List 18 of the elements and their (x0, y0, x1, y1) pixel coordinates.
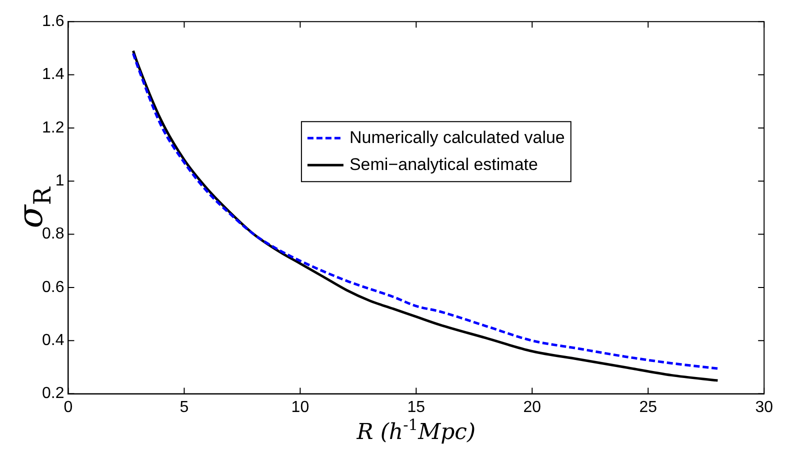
legend-label: Numerically calculated value (349, 128, 565, 147)
x-tick-label: 30 (755, 398, 774, 416)
y-tick-label: 1.4 (42, 66, 64, 84)
y-tick-label: 0.8 (42, 226, 64, 243)
x-tick-label: 20 (523, 398, 542, 416)
x-tick-label: 5 (180, 398, 189, 416)
x-tick-label: 25 (639, 398, 658, 416)
x-tick-label: 15 (407, 398, 426, 416)
y-tick-label: 1 (55, 172, 64, 190)
y-axis-title: σR (11, 186, 56, 228)
y-tick-label: 0.6 (42, 278, 64, 296)
x-tick-label: 0 (64, 398, 73, 416)
y-tick-label: 0.2 (42, 385, 64, 402)
y-tick-label: 0.4 (42, 332, 64, 350)
y-tick-label: 1.6 (42, 13, 64, 30)
legend-label: Semi−analytical estimate (349, 154, 538, 174)
x-tick-label: 10 (291, 398, 310, 416)
y-tick-label: 1.2 (42, 119, 64, 136)
